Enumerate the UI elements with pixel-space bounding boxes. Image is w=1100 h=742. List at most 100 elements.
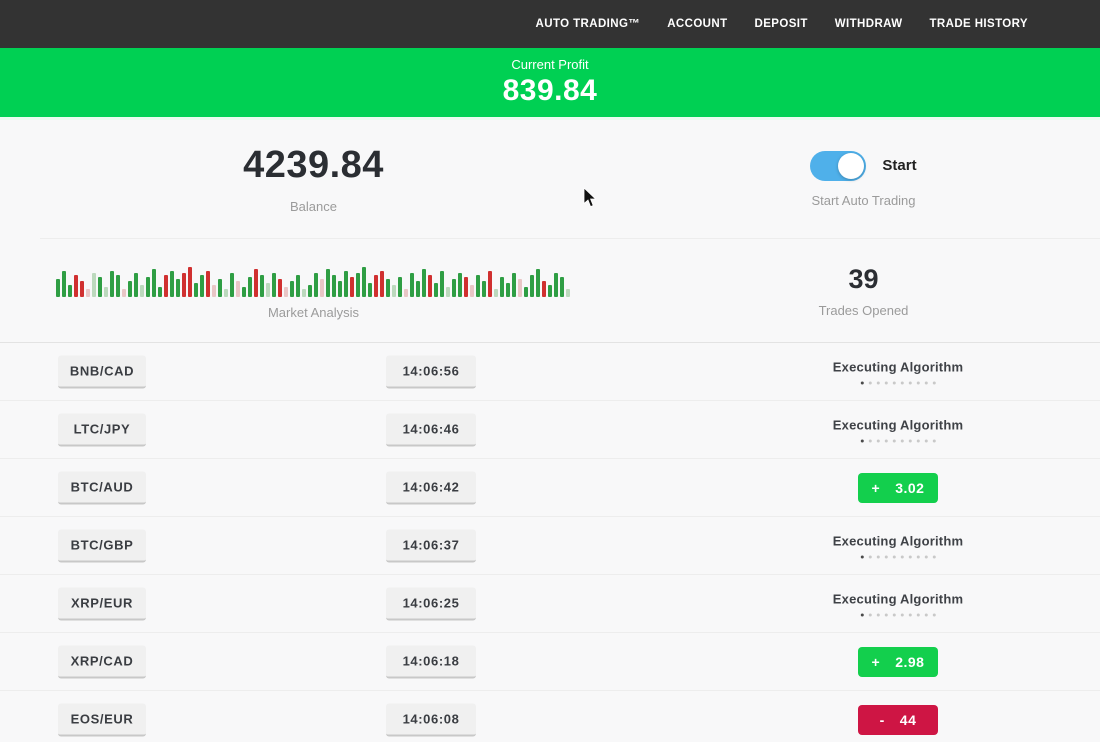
pair-badge: BTC/AUD bbox=[58, 471, 146, 504]
market-bar bbox=[79, 281, 84, 297]
market-bar bbox=[355, 273, 360, 297]
market-bar bbox=[301, 289, 306, 297]
nav-item-deposit[interactable]: DEPOSIT bbox=[754, 18, 808, 30]
profit-banner-value: 839.84 bbox=[502, 74, 598, 107]
nav-item-account[interactable]: ACCOUNT bbox=[667, 18, 728, 30]
divider bbox=[40, 238, 1100, 239]
market-bar bbox=[331, 275, 336, 297]
market-analysis-chart bbox=[55, 261, 572, 297]
progress-dot bbox=[876, 439, 880, 442]
market-bar bbox=[295, 275, 300, 297]
progress-dot bbox=[876, 555, 880, 558]
balance-value: 4239.84 bbox=[243, 144, 384, 186]
progress-dot bbox=[932, 381, 936, 384]
progress-dot bbox=[868, 439, 872, 442]
trades-opened-value: 39 bbox=[848, 263, 879, 294]
result-sign: - bbox=[879, 711, 885, 728]
market-bar bbox=[529, 275, 534, 297]
market-bar bbox=[217, 279, 222, 297]
market-bar bbox=[535, 269, 540, 297]
market-bar bbox=[511, 273, 516, 297]
progress-dot bbox=[892, 613, 896, 616]
market-bar bbox=[463, 277, 468, 297]
nav-item-auto-trading[interactable]: AUTO TRADING™ bbox=[535, 18, 641, 30]
pair-badge: EOS/EUR bbox=[58, 703, 146, 736]
market-bar bbox=[199, 275, 204, 297]
nav-item-withdraw[interactable]: WITHDRAW bbox=[834, 18, 903, 30]
market-bar bbox=[493, 289, 498, 297]
market-bar bbox=[169, 271, 174, 297]
nav-item-trade-history[interactable]: TRADE HISTORY bbox=[929, 18, 1028, 30]
result-sign: + bbox=[871, 653, 881, 670]
result-sign: + bbox=[871, 479, 881, 496]
market-bar bbox=[289, 281, 294, 297]
progress-dot bbox=[908, 439, 912, 442]
market-bar bbox=[247, 277, 252, 297]
profit-badge: +3.02 bbox=[858, 472, 938, 503]
progress-dot bbox=[884, 439, 888, 442]
market-bar bbox=[145, 277, 150, 297]
market-bar bbox=[559, 277, 564, 297]
market-bar bbox=[343, 271, 348, 297]
result-value: 2.98 bbox=[895, 653, 925, 670]
progress-dot bbox=[908, 613, 912, 616]
market-bar bbox=[259, 275, 264, 297]
market-analysis-label: Market Analysis bbox=[267, 305, 360, 320]
progress-dot bbox=[884, 555, 888, 558]
trade-status: Executing Algorithm bbox=[833, 359, 963, 384]
market-bar bbox=[91, 273, 96, 297]
market-bar bbox=[397, 277, 402, 297]
progress-dot bbox=[876, 381, 880, 384]
market-bar bbox=[481, 281, 486, 297]
progress-dot bbox=[900, 439, 904, 442]
pair-badge: BTC/GBP bbox=[58, 529, 146, 562]
market-bar bbox=[109, 271, 114, 297]
market-bar bbox=[241, 287, 246, 297]
trade-row: EOS/EUR 14:06:08 -44 bbox=[0, 691, 1100, 742]
progress-dot bbox=[932, 439, 936, 442]
trades-table: BNB/CAD 14:06:56 Executing Algorithm LTC/JP… bbox=[0, 342, 1100, 742]
market-bar bbox=[541, 281, 546, 297]
market-bar bbox=[271, 273, 276, 297]
market-bar bbox=[403, 289, 408, 297]
progress-dot bbox=[924, 381, 928, 384]
market-bar bbox=[265, 283, 270, 297]
stats-row-bottom: Market Analysis 39 Trades Opened bbox=[0, 239, 1100, 342]
progress-dot bbox=[884, 613, 888, 616]
market-bar bbox=[133, 273, 138, 297]
stats-row-top: 4239.84 Balance Start Start Auto Trading bbox=[0, 120, 1100, 238]
balance-label: Balance bbox=[290, 199, 337, 214]
progress-dots bbox=[833, 613, 963, 616]
trades-opened-label: Trades Opened bbox=[818, 302, 909, 318]
trade-status: +2.98 bbox=[858, 646, 938, 677]
market-bar bbox=[409, 273, 414, 297]
progress-dots bbox=[833, 439, 963, 442]
progress-dot bbox=[884, 381, 888, 384]
progress-dot bbox=[892, 555, 896, 558]
trade-status: Executing Algorithm bbox=[833, 533, 963, 558]
market-bar bbox=[517, 279, 522, 297]
market-bar bbox=[415, 281, 420, 297]
market-bar bbox=[211, 285, 216, 297]
market-bar bbox=[475, 275, 480, 297]
market-bar bbox=[439, 271, 444, 297]
market-bar bbox=[499, 277, 504, 297]
market-bar bbox=[283, 287, 288, 297]
time-badge: 14:06:56 bbox=[386, 355, 476, 388]
progress-dot bbox=[916, 381, 920, 384]
auto-trading-stat: Start Start Auto Trading bbox=[627, 120, 1100, 238]
market-bar bbox=[451, 279, 456, 297]
progress-dot bbox=[924, 555, 928, 558]
result-value: 3.02 bbox=[895, 479, 925, 496]
market-bar bbox=[97, 277, 102, 297]
market-bar bbox=[127, 281, 132, 297]
market-bar bbox=[307, 285, 312, 297]
trade-row: BTC/GBP 14:06:37 Executing Algorithm bbox=[0, 517, 1100, 575]
auto-trading-toggle[interactable] bbox=[810, 150, 867, 181]
progress-dot bbox=[892, 381, 896, 384]
time-badge: 14:06:37 bbox=[386, 529, 476, 562]
market-bar bbox=[487, 271, 492, 297]
progress-dot bbox=[900, 555, 904, 558]
profit-badge: +2.98 bbox=[858, 646, 938, 677]
progress-dots bbox=[833, 381, 963, 384]
